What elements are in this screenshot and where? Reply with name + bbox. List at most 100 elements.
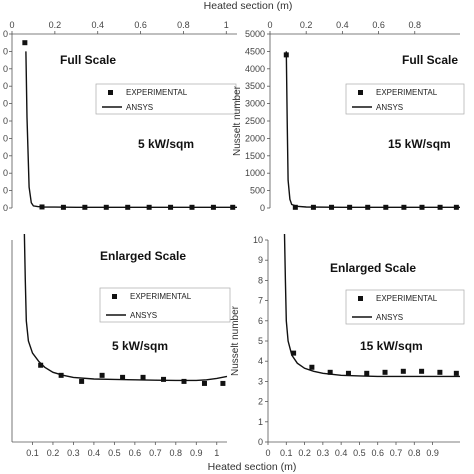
y-tick-label: 8: [258, 275, 263, 285]
x-tick-label: 0.8: [177, 20, 190, 30]
x-tick-label: 0.5: [353, 448, 366, 458]
x-tick-label: 0.6: [134, 20, 147, 30]
x-tick-label: 0.2: [300, 20, 313, 30]
chart-top-right: 0 0.2 0.4 0.6 0.8 0 500 1000 1500 2000 2500 3000 350…: [232, 20, 465, 213]
x-tick-label: 0.6: [371, 448, 384, 458]
x-tick-label: 0.4: [336, 20, 349, 30]
y-tick-label: 2: [258, 397, 263, 407]
legend-label-experimental: EXPERIMENTAL: [130, 292, 192, 301]
y-tick-label: 5000: [245, 29, 265, 39]
x-tick-label: 0.8: [409, 20, 422, 30]
y-tick-label: 0: [260, 203, 265, 213]
legend-label-ansys: ANSYS: [126, 103, 153, 112]
top-axis-title: Heated section (m): [204, 0, 293, 12]
y-tick-label: 0: [3, 64, 8, 74]
legend-box: [99, 287, 231, 323]
y-tick-label: 5: [258, 336, 263, 346]
legend-box: [345, 289, 465, 325]
x-tick-label: 0.9: [190, 448, 203, 458]
data-point-experimental: [99, 372, 105, 378]
y-tick-label: 3000: [245, 99, 265, 109]
bottom-axis-title: Heated section (m): [208, 461, 297, 473]
y-tick-label: 6: [258, 316, 263, 326]
x-tick-label: 0.6: [372, 20, 385, 30]
data-point-experimental: [161, 376, 167, 382]
legend: EXPERIMENTAL ANSYS: [345, 83, 465, 115]
data-point-experimental: [120, 374, 126, 380]
y-tick-label: 4000: [245, 64, 265, 74]
legend-label-experimental: EXPERIMENTAL: [126, 88, 188, 97]
legend: EXPERIMENTAL ANSYS: [99, 287, 231, 323]
y-tick-label: 1500: [245, 151, 265, 161]
legend-marker-experimental: [108, 90, 113, 95]
series-line-ansys: [285, 51, 460, 208]
legend-label-ansys: ANSYS: [376, 103, 403, 112]
y-axis-title: Nusselt number: [230, 305, 241, 376]
x-tick-label: 0.8: [170, 448, 183, 458]
y-tick-label: 0: [258, 437, 263, 447]
x-tick-label: 0.2: [298, 448, 311, 458]
flux-label: 5 kW/sqm: [112, 339, 168, 353]
x-tick-label: 0: [265, 448, 270, 458]
x-tick-label: 0.4: [88, 448, 101, 458]
x-tick-label: 0.6: [129, 448, 142, 458]
legend-label-ansys: ANSYS: [376, 313, 403, 322]
flux-label: 15 kW/sqm: [388, 137, 451, 151]
y-tick-label: 0: [3, 81, 8, 91]
x-tick-label: 0.4: [335, 448, 348, 458]
legend-label-ansys: ANSYS: [130, 311, 157, 320]
y-tick-label: 0: [3, 46, 8, 56]
data-point-experimental: [201, 380, 207, 386]
x-tick-label: 0.3: [317, 448, 330, 458]
y-tick-label: 4: [258, 356, 263, 366]
data-point-experimental: [364, 370, 370, 376]
x-tick-label: 0.2: [47, 448, 60, 458]
data-point-experimental: [291, 350, 297, 356]
scale-label: Enlarged Scale: [330, 261, 416, 275]
scale-label: Enlarged Scale: [100, 249, 186, 263]
legend: EXPERIMENTAL ANSYS: [345, 289, 465, 325]
data-point-experimental: [437, 369, 443, 375]
x-tick-label: 0.2: [49, 20, 62, 30]
data-point-experimental: [309, 364, 315, 370]
y-tick-label: 0: [3, 116, 8, 126]
x-tick-label: 0.1: [280, 448, 293, 458]
data-point-experimental: [140, 374, 146, 380]
scale-label: Full Scale: [60, 53, 116, 67]
y-tick-label: 0: [3, 203, 8, 213]
y-tick-label: 0: [3, 186, 8, 196]
legend-label-experimental: EXPERIMENTAL: [376, 88, 438, 97]
data-point-experimental: [419, 368, 425, 374]
x-tick-label: 0.8: [408, 448, 421, 458]
data-point-experimental: [292, 204, 298, 210]
data-point-experimental: [453, 370, 459, 376]
data-point-experimental: [345, 370, 351, 376]
x-tick-label: 0.1: [26, 448, 39, 458]
legend: EXPERIMENTAL ANSYS: [95, 83, 237, 115]
series-line-ansys: [283, 234, 460, 378]
y-tick-label: 500: [250, 186, 265, 196]
y-tick-label: 2500: [245, 116, 265, 126]
scale-label: Full Scale: [402, 53, 458, 67]
x-tick-label: 1: [214, 448, 219, 458]
y-tick-label: 1000: [245, 168, 265, 178]
flux-label: 15 kW/sqm: [360, 339, 423, 353]
x-tick-label: 0.7: [149, 448, 162, 458]
y-tick-label: 3: [258, 376, 263, 386]
y-tick-label: 9: [258, 255, 263, 265]
data-point-experimental: [400, 368, 406, 374]
y-tick-label: 7: [258, 296, 263, 306]
y-tick-label: 10: [253, 235, 263, 245]
x-tick-label: 0.5: [108, 448, 121, 458]
x-tick-label: 0: [267, 20, 272, 30]
y-tick-label: 0: [3, 151, 8, 161]
data-point-experimental: [382, 369, 388, 375]
x-tick-label: 0.3: [67, 448, 80, 458]
legend-marker-experimental: [112, 294, 117, 299]
series-line-ansys: [25, 51, 237, 208]
x-tick-label: 0.9: [426, 448, 439, 458]
y-tick-label: 0: [3, 29, 8, 39]
chart-bottom-right: 0 0.1 0.2 0.3 0.4 0.5 0.6 0.7 0.8 0.9 0 1 2 3 4 5 6 7 8 9 10…: [230, 234, 465, 458]
